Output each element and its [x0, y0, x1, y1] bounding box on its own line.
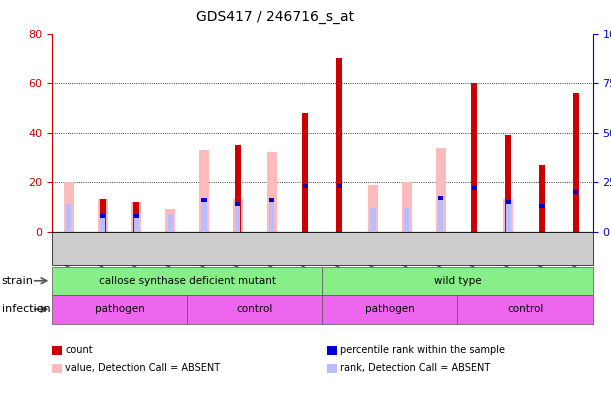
- Bar: [404, 208, 409, 232]
- Text: count: count: [65, 345, 93, 356]
- Bar: [539, 165, 545, 232]
- Bar: [336, 58, 342, 232]
- Bar: [64, 182, 74, 232]
- Bar: [100, 200, 106, 232]
- Text: percentile rank within the sample: percentile rank within the sample: [340, 345, 505, 356]
- Bar: [235, 202, 240, 206]
- Text: pathogen: pathogen: [365, 304, 415, 314]
- Bar: [540, 204, 544, 208]
- Bar: [471, 83, 477, 232]
- Bar: [235, 204, 240, 232]
- Text: strain: strain: [2, 276, 34, 286]
- Text: control: control: [236, 304, 273, 314]
- Bar: [436, 147, 445, 232]
- Bar: [165, 209, 175, 232]
- Bar: [573, 93, 579, 232]
- Bar: [472, 186, 477, 190]
- Bar: [505, 135, 511, 232]
- Bar: [337, 184, 342, 188]
- Bar: [438, 196, 443, 200]
- Bar: [98, 200, 108, 232]
- Bar: [67, 204, 71, 232]
- Bar: [202, 198, 207, 202]
- Bar: [503, 200, 513, 232]
- Text: callose synthase deficient mutant: callose synthase deficient mutant: [98, 276, 276, 286]
- Bar: [134, 216, 139, 232]
- Bar: [368, 185, 378, 232]
- Bar: [235, 145, 241, 232]
- Bar: [131, 202, 142, 232]
- Bar: [167, 214, 173, 232]
- Bar: [233, 200, 243, 232]
- Text: wild type: wild type: [434, 276, 481, 286]
- Bar: [133, 202, 139, 232]
- Text: infection: infection: [2, 304, 51, 314]
- Bar: [438, 198, 443, 232]
- Bar: [269, 200, 274, 232]
- Bar: [370, 208, 376, 232]
- Bar: [573, 190, 578, 194]
- Bar: [401, 182, 412, 232]
- Bar: [266, 152, 277, 232]
- Bar: [303, 184, 308, 188]
- Bar: [100, 216, 105, 232]
- Bar: [269, 198, 274, 202]
- Bar: [302, 113, 309, 232]
- Bar: [202, 200, 207, 232]
- Text: control: control: [507, 304, 543, 314]
- Text: rank, Detection Call = ABSENT: rank, Detection Call = ABSENT: [340, 363, 491, 373]
- Text: value, Detection Call = ABSENT: value, Detection Call = ABSENT: [65, 363, 221, 373]
- Bar: [506, 202, 511, 232]
- Text: GDS417 / 246716_s_at: GDS417 / 246716_s_at: [196, 10, 354, 24]
- Bar: [134, 214, 139, 218]
- Text: pathogen: pathogen: [95, 304, 144, 314]
- Bar: [199, 150, 209, 232]
- Bar: [506, 200, 511, 204]
- Bar: [100, 214, 105, 218]
